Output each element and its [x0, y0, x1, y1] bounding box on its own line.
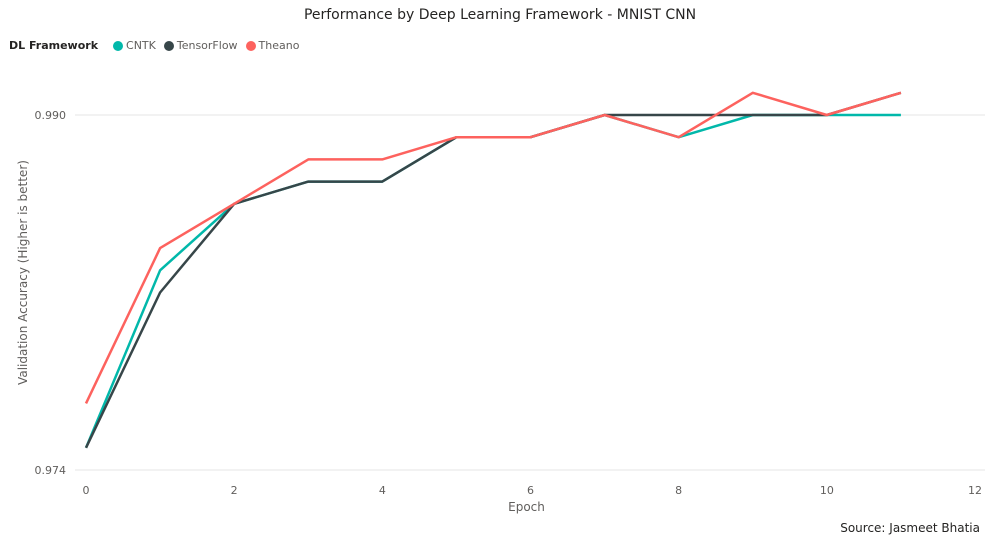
- y-tick-label: 0.974: [35, 464, 67, 477]
- legend-item-cntk[interactable]: CNTK: [113, 39, 156, 52]
- series-lines: [84, 91, 902, 449]
- x-tick-label: 12: [968, 484, 982, 497]
- x-axis-ticks: 0 2 4 6 8 10 12: [83, 484, 983, 497]
- legend-dot-icon: [113, 40, 124, 51]
- x-tick-label: 4: [379, 484, 386, 497]
- legend-label: TensorFlow: [176, 39, 238, 52]
- legend-label: CNTK: [126, 39, 156, 52]
- gridlines: [75, 114, 985, 471]
- x-tick-label: 8: [675, 484, 682, 497]
- legend-item-theano[interactable]: Theano: [245, 39, 300, 52]
- x-axis-title: Epoch: [508, 500, 545, 514]
- x-tick-label: 2: [231, 484, 238, 497]
- legend-label: Theano: [258, 39, 300, 52]
- legend: DL Framework CNTK TensorFlow Theano: [9, 39, 307, 52]
- series-line-tensorflow[interactable]: [84, 91, 902, 449]
- series-line-theano[interactable]: [84, 91, 902, 404]
- x-tick-label: 10: [820, 484, 834, 497]
- x-tick-label: 0: [83, 484, 90, 497]
- y-axis-ticks: 0.974 0.990: [35, 109, 67, 477]
- legend-dot-icon: [245, 40, 256, 51]
- x-tick-label: 6: [527, 484, 534, 497]
- y-axis-title: Validation Accuracy (Higher is better): [16, 160, 30, 385]
- series-line-cntk[interactable]: [84, 113, 901, 449]
- chart-title: Performance by Deep Learning Framework -…: [303, 7, 697, 23]
- y-tick-label: 0.990: [35, 109, 67, 122]
- legend-dot-icon: [163, 40, 174, 51]
- legend-title: DL Framework: [9, 39, 99, 52]
- legend-item-tensorflow[interactable]: TensorFlow: [163, 39, 238, 52]
- source-note: Source: Jasmeet Bhatia: [840, 521, 980, 535]
